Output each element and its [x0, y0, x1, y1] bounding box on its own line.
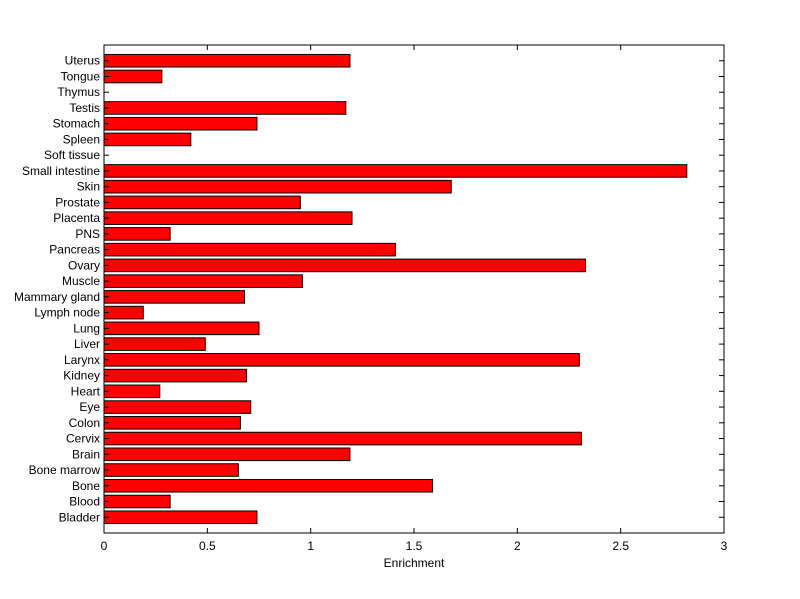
- y-tick-label: Bladder: [59, 510, 100, 524]
- bar-muscle: [103, 274, 303, 288]
- bar-kidney: [103, 368, 248, 383]
- bar-eye: [103, 400, 252, 414]
- y-tick-label: Pancreas: [49, 243, 100, 257]
- y-tick-label: Prostate: [55, 195, 100, 209]
- bar-tongue: [103, 69, 163, 84]
- x-tick-label: 3: [721, 539, 728, 553]
- y-tick-label: Testis: [69, 101, 100, 115]
- y-tick-label: Placenta: [53, 211, 100, 225]
- bar-lymph-node: [103, 305, 144, 320]
- y-tick-label: Heart: [71, 384, 101, 398]
- y-tick-label: Soft tissue: [44, 148, 100, 162]
- bar-lung: [103, 321, 260, 336]
- y-tick-label: Lung: [73, 321, 100, 335]
- bar-colon: [103, 416, 241, 430]
- bar-bone-marrow: [103, 463, 239, 477]
- bar-bone: [103, 478, 434, 493]
- x-tick-label: 2.5: [612, 539, 629, 553]
- bars-group: [103, 53, 688, 525]
- bar-testis: [103, 101, 347, 115]
- bar-pancreas: [103, 242, 396, 257]
- bar-larynx: [103, 353, 580, 367]
- y-tick-label: Lymph node: [34, 306, 100, 320]
- bar-bladder: [103, 510, 258, 525]
- y-tick-label: Colon: [69, 416, 100, 430]
- x-axis-label: Enrichment: [384, 556, 445, 570]
- bar-spleen: [103, 132, 192, 147]
- y-tick-label: Brain: [72, 447, 100, 461]
- bar-uterus: [103, 53, 351, 68]
- y-tick-label: PNS: [75, 227, 100, 241]
- bar-ovary: [103, 258, 587, 273]
- bar-liver: [103, 337, 206, 351]
- bar-brain: [103, 447, 351, 462]
- y-tick-label: Muscle: [62, 274, 100, 288]
- x-tick-label: 1.5: [406, 539, 423, 553]
- bar-cervix: [103, 431, 582, 446]
- y-tick-label: Uterus: [65, 54, 100, 68]
- y-tick-label: Ovary: [68, 258, 100, 272]
- bar-stomach: [103, 116, 258, 131]
- x-tick-label: 1: [307, 539, 314, 553]
- bar-small-intestine: [103, 164, 688, 178]
- y-tick-label: Thymus: [57, 85, 100, 99]
- y-tick-label: Spleen: [63, 132, 100, 146]
- x-tick-label: 2: [514, 539, 521, 553]
- y-tick-label: Tongue: [61, 69, 101, 83]
- y-tick-label: Skin: [77, 180, 100, 194]
- bar-blood: [103, 494, 171, 509]
- bar-heart: [103, 384, 161, 399]
- y-tick-label: Bone marrow: [29, 463, 101, 477]
- y-tick-label: Kidney: [63, 369, 100, 383]
- bar-skin: [103, 179, 452, 194]
- y-tick-label: Cervix: [66, 432, 100, 446]
- bar-prostate: [103, 195, 301, 210]
- y-tick-label: Larynx: [64, 353, 100, 367]
- y-tick-label: Bone: [72, 479, 100, 493]
- y-tick-label: Blood: [69, 495, 100, 509]
- x-tick-label: 0.5: [199, 539, 216, 553]
- bar-placenta: [103, 211, 353, 225]
- bar-mammary-gland: [103, 290, 246, 304]
- y-tick-label: Small intestine: [22, 164, 100, 178]
- y-tick-label: Mammary gland: [14, 290, 100, 304]
- y-tick-label: Stomach: [53, 117, 100, 131]
- x-ticks-group: 0 0.5 1 1.5 2 2.5 3: [101, 45, 728, 553]
- bar-pns: [103, 227, 171, 241]
- x-tick-label: 0: [101, 539, 108, 553]
- y-tick-label: Liver: [74, 337, 100, 351]
- y-tick-label: Eye: [79, 400, 100, 414]
